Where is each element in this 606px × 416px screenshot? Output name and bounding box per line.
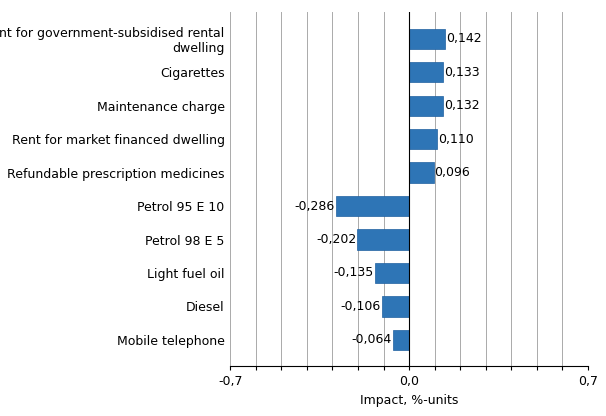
Bar [409,29,445,49]
Text: -0,135: -0,135 [333,267,373,280]
Bar [382,297,409,317]
Text: -0,064: -0,064 [351,334,391,347]
Text: 0,132: 0,132 [444,99,479,112]
Bar [409,163,433,183]
Bar [409,96,443,116]
Bar [358,230,409,250]
Text: -0,286: -0,286 [295,200,335,213]
Bar [393,330,409,350]
Text: 0,110: 0,110 [438,133,474,146]
Bar [409,129,437,149]
Text: -0,106: -0,106 [341,300,381,313]
Bar [336,196,409,216]
Bar [409,62,443,82]
Text: -0,202: -0,202 [316,233,356,246]
Bar [375,263,409,283]
Text: 0,142: 0,142 [447,32,482,45]
Text: 0,133: 0,133 [444,66,480,79]
X-axis label: Impact, %-units: Impact, %-units [360,394,458,407]
Text: 0,096: 0,096 [435,166,470,179]
